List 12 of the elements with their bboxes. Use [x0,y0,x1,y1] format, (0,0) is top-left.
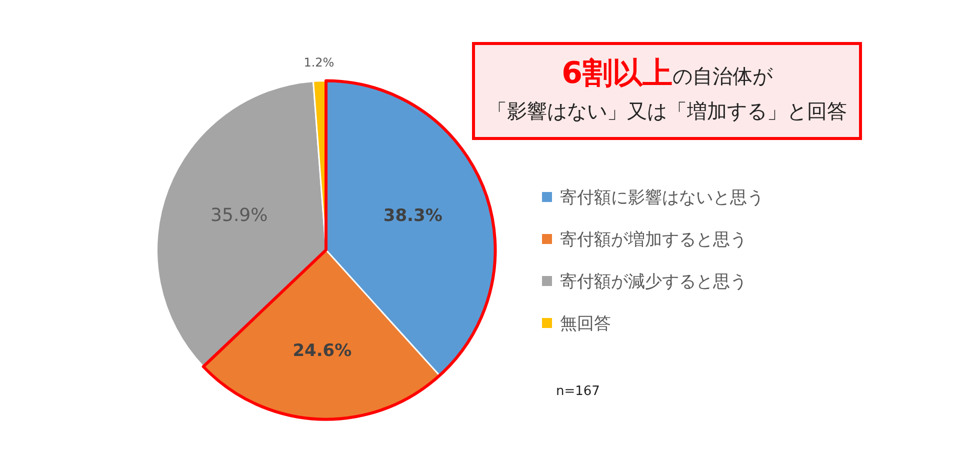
legend-label: 寄付額が増加すると思う [560,228,747,250]
text: の自治体が [672,64,772,88]
text: 「影響はない」又は「増加する」と回答 [486,98,848,125]
data-label: 35.9% [210,205,268,226]
legend-label: 無回答 [560,312,611,334]
legend-label: 寄付額が減少すると思う [560,270,747,292]
data-label: 1.2% [304,55,334,70]
text: 6割以上 [562,56,672,91]
data-label: 24.6% [292,340,352,361]
data-label: 38.3% [383,206,442,226]
text: n=167 [556,384,600,399]
legend-label: 寄付額に影響はないと思う [560,186,764,208]
